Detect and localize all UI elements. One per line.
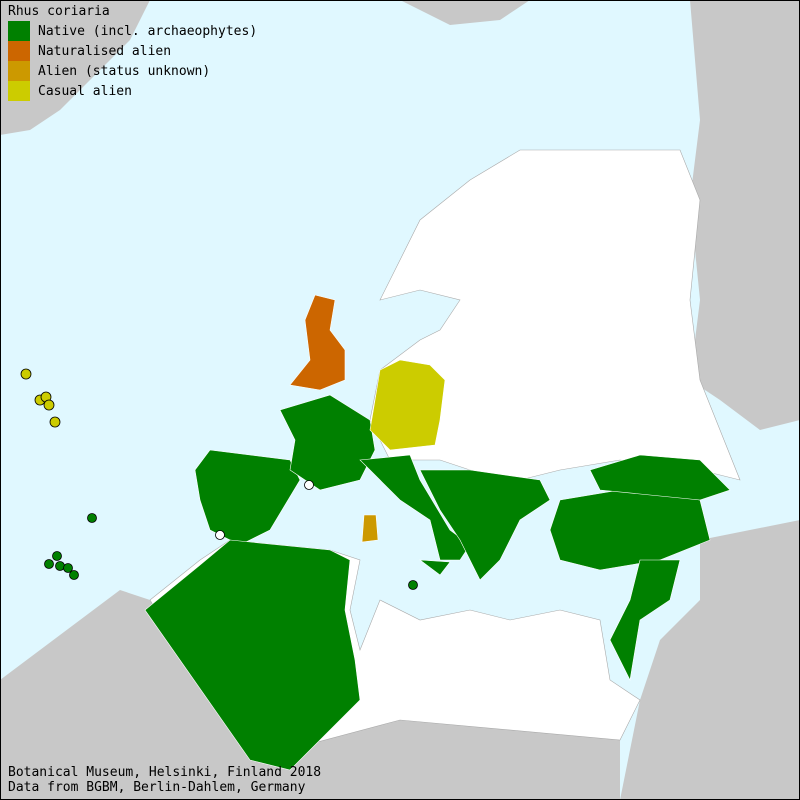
region-great-britain bbox=[289, 294, 346, 391]
credit-line-2: Data from BGBM, Berlin-Dahlem, Germany bbox=[8, 780, 306, 795]
region-turkey bbox=[549, 489, 711, 571]
legend-swatch bbox=[8, 41, 30, 61]
casual-point bbox=[20, 368, 32, 380]
legend-swatch bbox=[8, 81, 30, 101]
legend-label: Naturalised alien bbox=[38, 43, 172, 59]
credit-line-1: Botanical Museum, Helsinki, Finland 2018 bbox=[8, 765, 322, 780]
region-algeria bbox=[144, 539, 361, 771]
russia-east-land bbox=[690, 0, 800, 430]
legend-label: Casual alien bbox=[38, 83, 132, 99]
arctic-land bbox=[400, 0, 530, 25]
map-legend: Rhus coriaria Native (incl. archaeophyte… bbox=[8, 4, 257, 101]
native-point bbox=[87, 513, 97, 523]
region-germany bbox=[369, 359, 446, 451]
no-record-point bbox=[215, 530, 225, 540]
casual-point bbox=[43, 399, 55, 411]
region-iberia bbox=[194, 449, 301, 546]
no-record-point bbox=[304, 480, 314, 490]
map-credits: Botanical Museum, Helsinki, Finland 2018… bbox=[8, 765, 321, 795]
legend-swatch bbox=[8, 21, 30, 41]
region-sicily bbox=[419, 559, 451, 576]
legend-label: Native (incl. archaeophytes) bbox=[38, 23, 258, 39]
native-point bbox=[63, 563, 73, 573]
legend-item-casual: Casual alien bbox=[8, 81, 257, 101]
legend-swatch bbox=[8, 61, 30, 81]
casual-point bbox=[49, 416, 61, 428]
region-italy bbox=[359, 454, 471, 561]
legend-item-naturalised: Naturalised alien bbox=[8, 41, 257, 61]
greenland-land bbox=[0, 0, 150, 135]
native-point bbox=[55, 561, 65, 571]
africa-south-land bbox=[0, 590, 620, 800]
native-point bbox=[44, 559, 54, 569]
native-point bbox=[52, 551, 62, 561]
species-title: Rhus coriaria bbox=[8, 4, 110, 19]
native-point bbox=[408, 580, 418, 590]
legend-item-native: Native (incl. archaeophytes) bbox=[8, 21, 257, 41]
region-crimea-caucasus bbox=[589, 454, 731, 501]
middle-east-land bbox=[620, 520, 800, 800]
europe-no-record bbox=[369, 149, 741, 481]
legend-label: Alien (status unknown) bbox=[38, 63, 211, 79]
native-point bbox=[69, 570, 79, 580]
region-levant bbox=[609, 559, 681, 681]
region-sardinia bbox=[361, 514, 379, 543]
region-france bbox=[279, 394, 376, 491]
legend-item-alien-unknown: Alien (status unknown) bbox=[8, 61, 257, 81]
region-balkans bbox=[419, 469, 551, 581]
